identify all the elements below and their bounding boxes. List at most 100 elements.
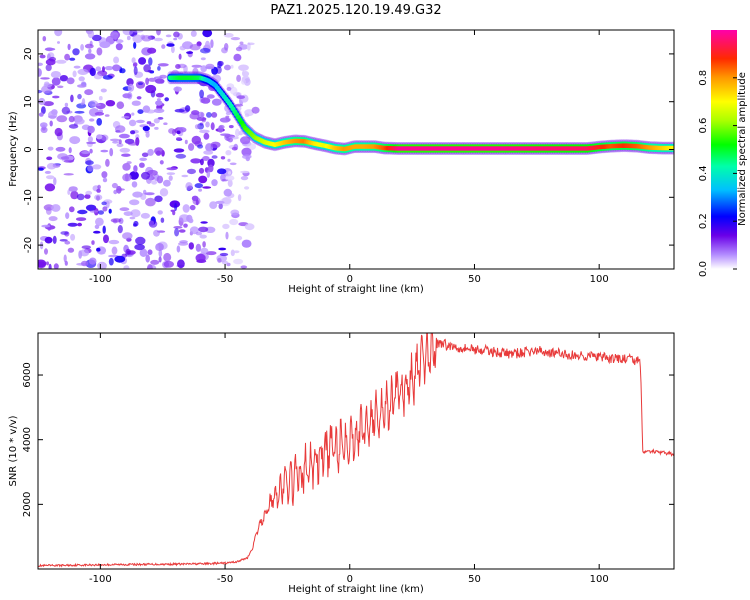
noise-blob [196, 116, 207, 121]
noise-blob [195, 243, 202, 252]
noise-blob [99, 41, 111, 49]
noise-blob [46, 156, 53, 161]
noise-blob [109, 138, 120, 142]
noise-blob [57, 85, 64, 89]
noise-blob [46, 261, 49, 266]
noise-blob [189, 204, 196, 211]
noise-blob [126, 35, 131, 41]
noise-blob [236, 74, 242, 82]
noise-blob [235, 235, 243, 241]
noise-blob [119, 207, 130, 212]
noise-blob [81, 151, 90, 154]
noise-blob [51, 77, 61, 86]
noise-blob [87, 125, 95, 134]
noise-blob [100, 134, 109, 141]
noise-blob [240, 136, 251, 145]
noise-blob [217, 168, 227, 175]
noise-blob [191, 135, 201, 145]
noise-blob [145, 197, 156, 207]
noise-blob [122, 163, 131, 171]
noise-blob [45, 206, 52, 215]
noise-blob [177, 259, 185, 269]
noise-blob [84, 194, 91, 199]
noise-blob [72, 70, 77, 78]
noise-blob [61, 106, 71, 115]
noise-blob [194, 124, 200, 130]
noise-blob [115, 125, 126, 133]
noise-blob [147, 148, 154, 156]
noise-blob [118, 133, 130, 139]
noise-blob [122, 232, 133, 240]
noise-blob [225, 111, 231, 116]
noise-blob [69, 136, 81, 145]
noise-blob [136, 96, 142, 100]
noise-blob [116, 188, 125, 191]
noise-blob [148, 77, 157, 82]
noise-blob [173, 31, 180, 38]
noise-blob [121, 115, 130, 119]
noise-blob [129, 216, 136, 220]
noise-blob [145, 131, 150, 138]
noise-blob [233, 53, 242, 62]
noise-blob [200, 97, 211, 104]
x-tick-label: -100 [89, 574, 112, 585]
noise-blob [49, 120, 53, 127]
noise-blob [237, 194, 242, 202]
noise-blob [84, 53, 96, 60]
noise-blob [219, 252, 229, 257]
noise-blob [40, 77, 50, 80]
noise-blob [41, 85, 52, 94]
noise-blob [68, 147, 72, 154]
noise-blob [244, 223, 255, 231]
spectrogram-ridge-layer [166, 71, 674, 156]
noise-blob [218, 247, 227, 251]
noise-blob [196, 259, 207, 263]
noise-blob [112, 64, 121, 72]
noise-blob [77, 93, 82, 100]
noise-blob [108, 257, 114, 266]
noise-blob [190, 158, 202, 164]
noise-blob [236, 95, 245, 99]
noise-blob [173, 148, 185, 153]
noise-blob [173, 37, 178, 41]
noise-blob [54, 30, 63, 37]
colorbar-tick-label: 0.4 [698, 165, 709, 181]
y-tick-label: -20 [23, 237, 34, 253]
noise-blob [225, 115, 230, 119]
noise-blob [202, 241, 206, 248]
snr-ylabel: SNR (10 * v/v) [8, 415, 19, 486]
noise-blob [41, 224, 51, 228]
colorbar-gradient [711, 30, 737, 269]
noise-blob [137, 109, 144, 114]
noise-blob [218, 124, 225, 130]
noise-blob [203, 132, 210, 140]
noise-blob [217, 60, 224, 67]
noise-blob [202, 186, 212, 189]
noise-blob [230, 64, 234, 69]
noise-blob [206, 94, 215, 99]
noise-blob [207, 158, 215, 168]
noise-blob [211, 112, 218, 118]
noise-blob [153, 118, 160, 124]
noise-blob [63, 254, 67, 263]
noise-blob [87, 136, 93, 143]
colorbar-tick-label: 0.8 [698, 70, 709, 86]
noise-blob [194, 183, 203, 189]
noise-blob [154, 126, 159, 130]
noise-blob [205, 226, 216, 233]
noise-blob [223, 188, 232, 197]
noise-blob [108, 239, 120, 245]
noise-blob [218, 203, 223, 210]
noise-blob [161, 44, 166, 49]
noise-blob [150, 259, 160, 265]
noise-blob [188, 242, 194, 250]
noise-blob [101, 171, 108, 179]
noise-blob [89, 148, 93, 154]
noise-blob [81, 260, 89, 267]
noise-blob [211, 179, 218, 187]
noise-blob [190, 30, 197, 37]
noise-blob [145, 254, 150, 263]
noise-blob [139, 248, 148, 257]
snr-line-layer [38, 333, 674, 568]
noise-blob [219, 117, 231, 123]
